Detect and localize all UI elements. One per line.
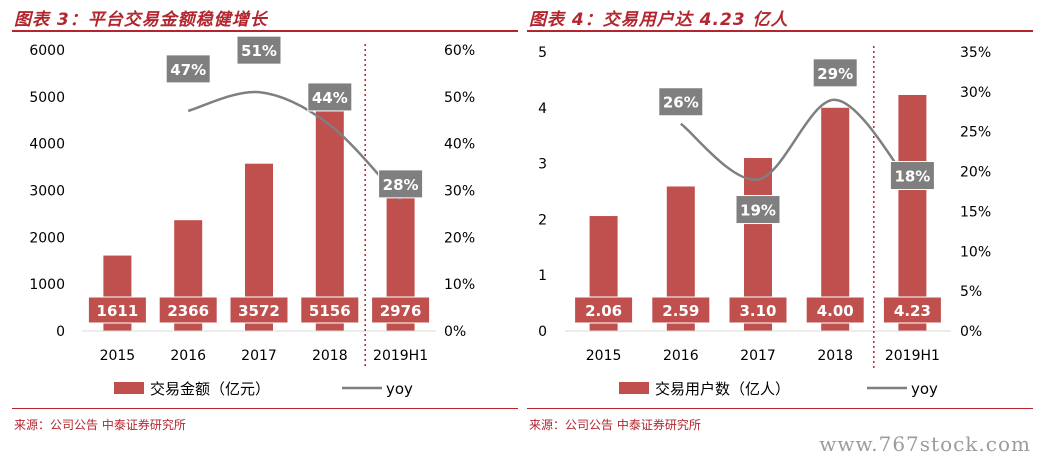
yoy-label-box [889, 161, 935, 191]
x-tick-label: 2015 [100, 348, 136, 364]
y-left-tick-label: 2 [538, 212, 547, 228]
bar-value-label-box [728, 296, 788, 324]
yoy-line [680, 98, 914, 189]
y-left-tick-label: 4 [538, 101, 547, 117]
source-note: 来源：公司公告 中泰证券研究所 [529, 418, 701, 432]
bar-value-label: 2.59 [662, 302, 699, 320]
yoy-line [187, 90, 402, 201]
bar-value-label: 1611 [97, 302, 139, 320]
yoy-label-box [378, 169, 424, 199]
yoy-label: 19% [740, 202, 776, 220]
chart-panel-transaction-amount: 图表 3：平台交易金额稳健增长 0 1000 2000 3000 4000 5000 600… [12, 0, 518, 440]
y-right-tick-label: 10% [444, 277, 475, 293]
y-left-tick-label: 1000 [29, 277, 65, 293]
bar-value-label-box [805, 296, 865, 324]
bar-value-label-box [651, 296, 711, 324]
bar-value-label: 2976 [380, 302, 422, 320]
y-left-tick-label: 6000 [29, 43, 65, 59]
legend-label-line: yoy [911, 380, 938, 398]
y-right-tick-label: 5% [960, 284, 982, 300]
yoy-label: 44% [312, 89, 348, 107]
bar-value-label: 2366 [167, 302, 209, 320]
yoy-label-box [236, 35, 282, 65]
source-note: 来源：公司公告 中泰证券研究所 [14, 418, 186, 432]
x-tick-label: 2016 [170, 348, 206, 364]
chart-panel-trading-users: 图表 4：交易用户达 4.23 亿人 0 1 2 3 4 5 0% 5% 10% 15% 20% 25… [527, 0, 1033, 440]
yoy-label-box [307, 82, 353, 112]
x-tick-label: 2017 [241, 348, 277, 364]
legend-swatch-bar [619, 382, 649, 394]
bar-value-label-box [574, 296, 634, 324]
bar-value-label-box [229, 296, 289, 324]
legend-label-line: yoy [386, 380, 413, 398]
y-left-tick-label: 3000 [29, 184, 65, 200]
y-right-tick-label: 40% [444, 137, 475, 153]
bar [898, 94, 927, 331]
yoy-label-box [658, 87, 704, 117]
y-right-tick-label: 35% [960, 45, 991, 61]
chart-trading-users: 0 1 2 3 4 5 0% 5% 10% 15% 20% 25% 30% 35% 2015 2016 2017… [538, 45, 991, 398]
bar-value-label: 4.23 [894, 302, 931, 320]
x-tick-label: 2016 [663, 348, 699, 364]
x-tick-label: 2019H1 [885, 348, 940, 364]
x-tick-label: 2017 [740, 348, 776, 364]
y-left-tick-label: 3 [538, 157, 547, 173]
yoy-label: 47% [170, 61, 206, 79]
yoy-label-box [812, 58, 858, 88]
y-left-tick-label: 4000 [29, 137, 65, 153]
bar-value-label-box [87, 296, 147, 324]
y-right-tick-label: 15% [960, 204, 991, 220]
bar-value-label-box [371, 296, 431, 324]
yoy-label: 51% [241, 42, 277, 60]
title-rule [12, 30, 518, 32]
bar-value-label: 4.00 [817, 302, 854, 320]
bar-value-label-box [158, 296, 218, 324]
y-left-tick-label: 5 [538, 45, 547, 61]
legend-label-bar: 交易金额（亿元） [150, 380, 270, 398]
source-rule [527, 408, 1033, 409]
y-left-tick-label: 5000 [29, 90, 65, 106]
y-right-tick-label: 50% [444, 90, 475, 106]
y-right-tick-label: 10% [960, 244, 991, 260]
yoy-label: 28% [383, 176, 419, 194]
title-rule [527, 30, 1033, 32]
watermark: www.767stock.com [819, 432, 1031, 456]
y-right-tick-label: 0% [960, 324, 982, 340]
x-tick-label: 2019H1 [373, 348, 428, 364]
source-rule [12, 408, 518, 409]
y-left-tick-label: 1 [538, 268, 547, 284]
y-left-tick-label: 0 [56, 324, 65, 340]
bar-value-label-box [300, 296, 360, 324]
bar-value-label: 3.10 [739, 302, 776, 320]
yoy-label: 18% [894, 168, 930, 186]
chart-title: 图表 3：平台交易金额稳健增长 [14, 10, 268, 30]
chart-transaction-amount: 0 1000 2000 3000 4000 5000 6000 0% 10% 20% 30% 40% 5… [29, 35, 475, 398]
y-left-tick-label: 2000 [29, 230, 65, 246]
bar [821, 107, 850, 331]
chart-title: 图表 4：交易用户达 4.23 亿人 [529, 10, 789, 30]
y-right-tick-label: 20% [960, 165, 991, 181]
y-right-tick-label: 60% [444, 43, 475, 59]
x-tick-label: 2018 [817, 348, 853, 364]
bar-value-label: 2.06 [585, 302, 622, 320]
y-right-tick-label: 30% [960, 85, 991, 101]
x-tick-label: 2015 [586, 348, 622, 364]
y-left-tick-label: 0 [538, 324, 547, 340]
y-right-tick-label: 25% [960, 125, 991, 141]
yoy-label: 29% [817, 65, 853, 83]
y-right-tick-label: 20% [444, 230, 475, 246]
legend-label-bar: 交易用户数（亿人） [655, 380, 790, 398]
y-right-tick-label: 0% [444, 324, 466, 340]
yoy-label-box [735, 195, 781, 225]
x-tick-label: 2018 [312, 348, 348, 364]
bar-value-label: 3572 [238, 302, 280, 320]
yoy-label: 26% [663, 94, 699, 112]
bar [315, 89, 344, 331]
y-right-tick-label: 30% [444, 184, 475, 200]
bar-value-label-box [882, 296, 942, 324]
legend-swatch-bar [114, 382, 144, 394]
bar-value-label: 5156 [309, 302, 351, 320]
yoy-label-box [165, 54, 211, 84]
